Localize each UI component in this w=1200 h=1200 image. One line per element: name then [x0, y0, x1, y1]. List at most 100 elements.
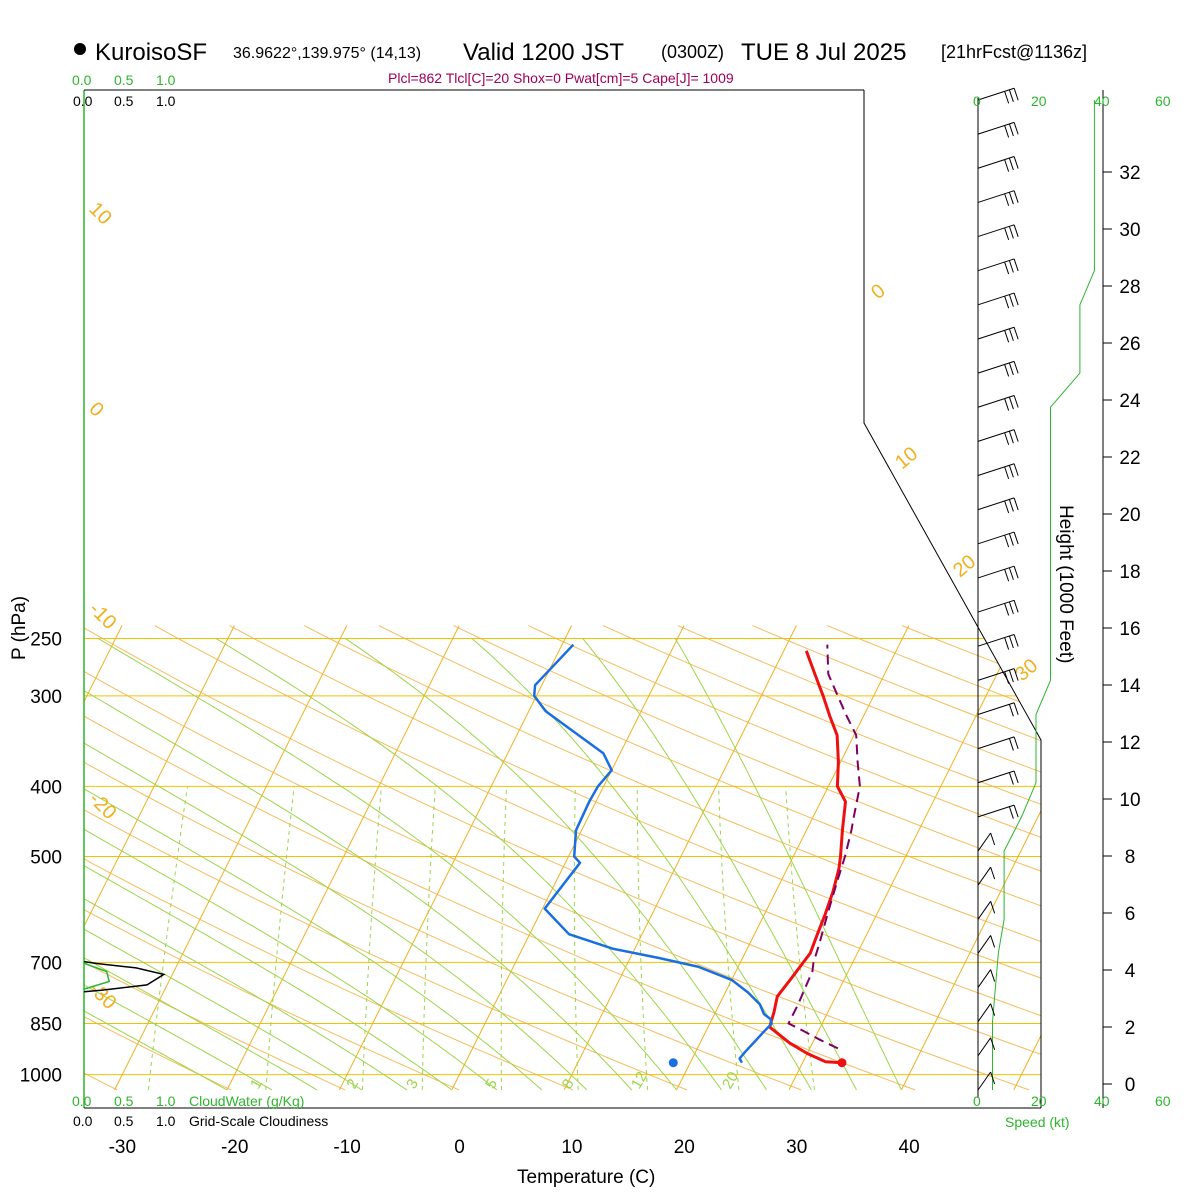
- wind-barb-flag-27-1: [1008, 157, 1014, 171]
- wind-barb-1: [977, 1037, 992, 1057]
- y-axis-label: P (hPa): [9, 596, 30, 660]
- wind-barb-0: [977, 1071, 992, 1091]
- plot-boundary-mask: [864, 90, 1200, 1200]
- cloudiness-tick-bottom-0: 0.0: [73, 1113, 93, 1129]
- x-axis-label: Temperature (C): [517, 1167, 655, 1188]
- wind-barb-flag-15-2: [1004, 569, 1010, 582]
- wind-barb-flag-21-2: [1004, 364, 1010, 377]
- dry-adiabat-390: [528, 625, 1041, 838]
- dry-adiabat-label--10: -10: [84, 598, 120, 634]
- height-tick-12: 12: [1119, 733, 1140, 754]
- cloudiness-tick-bottom-2: 1.0: [156, 1113, 176, 1129]
- dry-adiabat-340: [154, 625, 1041, 1017]
- isotherm-0: [451, 625, 685, 1091]
- dry-adiabat-380: [453, 625, 1041, 872]
- moist-adiabat-4: [84, 828, 498, 1091]
- pressure-tick-400: 400: [30, 777, 62, 798]
- wind-barb-27: [977, 156, 1015, 169]
- wind-barb-flag-23-2: [1004, 296, 1010, 309]
- cloud-ticks-top-green: 0.0 0.5 1.0: [72, 72, 176, 88]
- wind-barb-flag-20-0: [1013, 395, 1019, 408]
- wind-barb-22: [977, 326, 1015, 340]
- isotherm--60: [0, 626, 10, 1090]
- wind-barb-16: [977, 531, 1015, 545]
- dry-adiabat-270: [84, 909, 460, 1091]
- height-tick-16: 16: [1119, 619, 1140, 640]
- mixing-ratio-5: [500, 786, 507, 1090]
- dry-adiabat-250: [84, 1016, 232, 1091]
- moist-adiabat--16: [84, 984, 273, 1091]
- mixing-ratio-12: [636, 786, 648, 1090]
- speed-tick-bottom-2: 40: [1094, 1093, 1110, 1109]
- dry-adiabat-320: [84, 670, 1030, 1091]
- wind-barb-flag-9-1: [1008, 772, 1014, 785]
- isotherm--20: [226, 625, 460, 1091]
- dry-adiabat-260: [84, 961, 346, 1091]
- wind-barb-flag-18-0: [1013, 463, 1019, 476]
- wind-barb-flag-8-1: [1008, 806, 1014, 819]
- wind-barb-flag-28-2: [1004, 125, 1010, 138]
- mixing-ratio-label-20: 20: [719, 1069, 742, 1092]
- wind-barb-flag-29-0: [1013, 88, 1019, 101]
- wind-barb-flag-23-1: [1008, 294, 1014, 307]
- sounding-series: [532, 643, 861, 1068]
- wind-barb-18: [977, 463, 1015, 476]
- moist-adiabat--4: [84, 898, 408, 1091]
- moist-adiabat-8: [84, 788, 543, 1091]
- height-tick-18: 18: [1119, 562, 1140, 583]
- height-tick-2: 2: [1125, 1018, 1136, 1039]
- wind-barb-flag-22-1: [1008, 328, 1014, 341]
- cloud-tick-top-0: 0.0: [72, 72, 92, 88]
- cloudiness-tick-top-2: 1.0: [156, 93, 176, 109]
- moist-adiabat-20: [97, 638, 677, 1091]
- utc-time: (0300Z): [661, 42, 724, 62]
- wind-barb-flag-27-0: [1013, 156, 1019, 169]
- wind-barb-7: [977, 832, 992, 852]
- moist-adiabat-12: [84, 742, 588, 1091]
- wind-barb-20: [977, 395, 1015, 408]
- speed-tick-bottom-1: 20: [1031, 1093, 1047, 1109]
- dry-adiabat-350: [229, 625, 1041, 979]
- wind-barb-flag-17-0: [1013, 497, 1019, 511]
- dry-adiabat-label-0: 0: [84, 398, 107, 421]
- wind-profile: [977, 87, 1095, 1091]
- moist-adiabat-lines: [84, 638, 902, 1091]
- wind-barb-flag-13-2: [1004, 637, 1010, 650]
- wind-barb-6: [977, 866, 992, 886]
- temperature-tick-0: 0: [454, 1137, 465, 1158]
- dry-adiabat-410: [677, 625, 1041, 773]
- wind-barb-flag-4-0: [990, 935, 996, 948]
- series-parcel: [787, 644, 861, 1050]
- wind-barb-flag-5-0: [990, 901, 996, 914]
- moist-adiabat-40: [674, 638, 902, 1091]
- temperature-tick-40: 40: [899, 1137, 920, 1158]
- cloudiness-label: Grid-Scale Cloudiness: [189, 1113, 328, 1129]
- cloudiness-tick-bottom-1: 0.5: [114, 1113, 134, 1129]
- cloud-tick-bottom-2: 1.0: [156, 1093, 176, 1109]
- dry-adiabat-290: [84, 809, 688, 1091]
- height-tick-30: 30: [1119, 220, 1140, 241]
- temperature-tick--20: -20: [221, 1137, 248, 1158]
- mixing-ratio-labels: 1 2 3 5 8 12 20: [247, 1069, 742, 1092]
- wind-barb-flag-25-0: [1013, 224, 1019, 237]
- cloudiness-tick-top-0: 0.0: [73, 93, 93, 109]
- wind-barb-flag-27-2: [1004, 159, 1010, 172]
- cloud-tick-top-2: 1.0: [156, 72, 176, 88]
- wind-barb-21: [977, 360, 1015, 374]
- mixing-ratio-label-1: 1: [247, 1076, 266, 1092]
- mixing-ratio-label-5: 5: [482, 1076, 501, 1092]
- dry-adiabat-400: [602, 625, 1041, 805]
- moist-adiabat-16: [84, 690, 633, 1091]
- dry-adiabat-310: [84, 715, 916, 1091]
- mixing-ratio-1: [265, 786, 295, 1090]
- wind-barb-flag-22-2: [1004, 330, 1010, 343]
- mixing-ratio-8: [573, 786, 579, 1090]
- dry-adiabat-label-10: 10: [84, 198, 115, 229]
- isotherm--40: [84, 625, 235, 928]
- height-tick-4: 4: [1125, 961, 1136, 982]
- wind-barb-flag-18-1: [1008, 465, 1014, 478]
- wind-barb-flag-15-0: [1013, 566, 1019, 579]
- wind-barb-flag-10-1: [1008, 738, 1014, 751]
- wind-barb-11: [977, 702, 1015, 715]
